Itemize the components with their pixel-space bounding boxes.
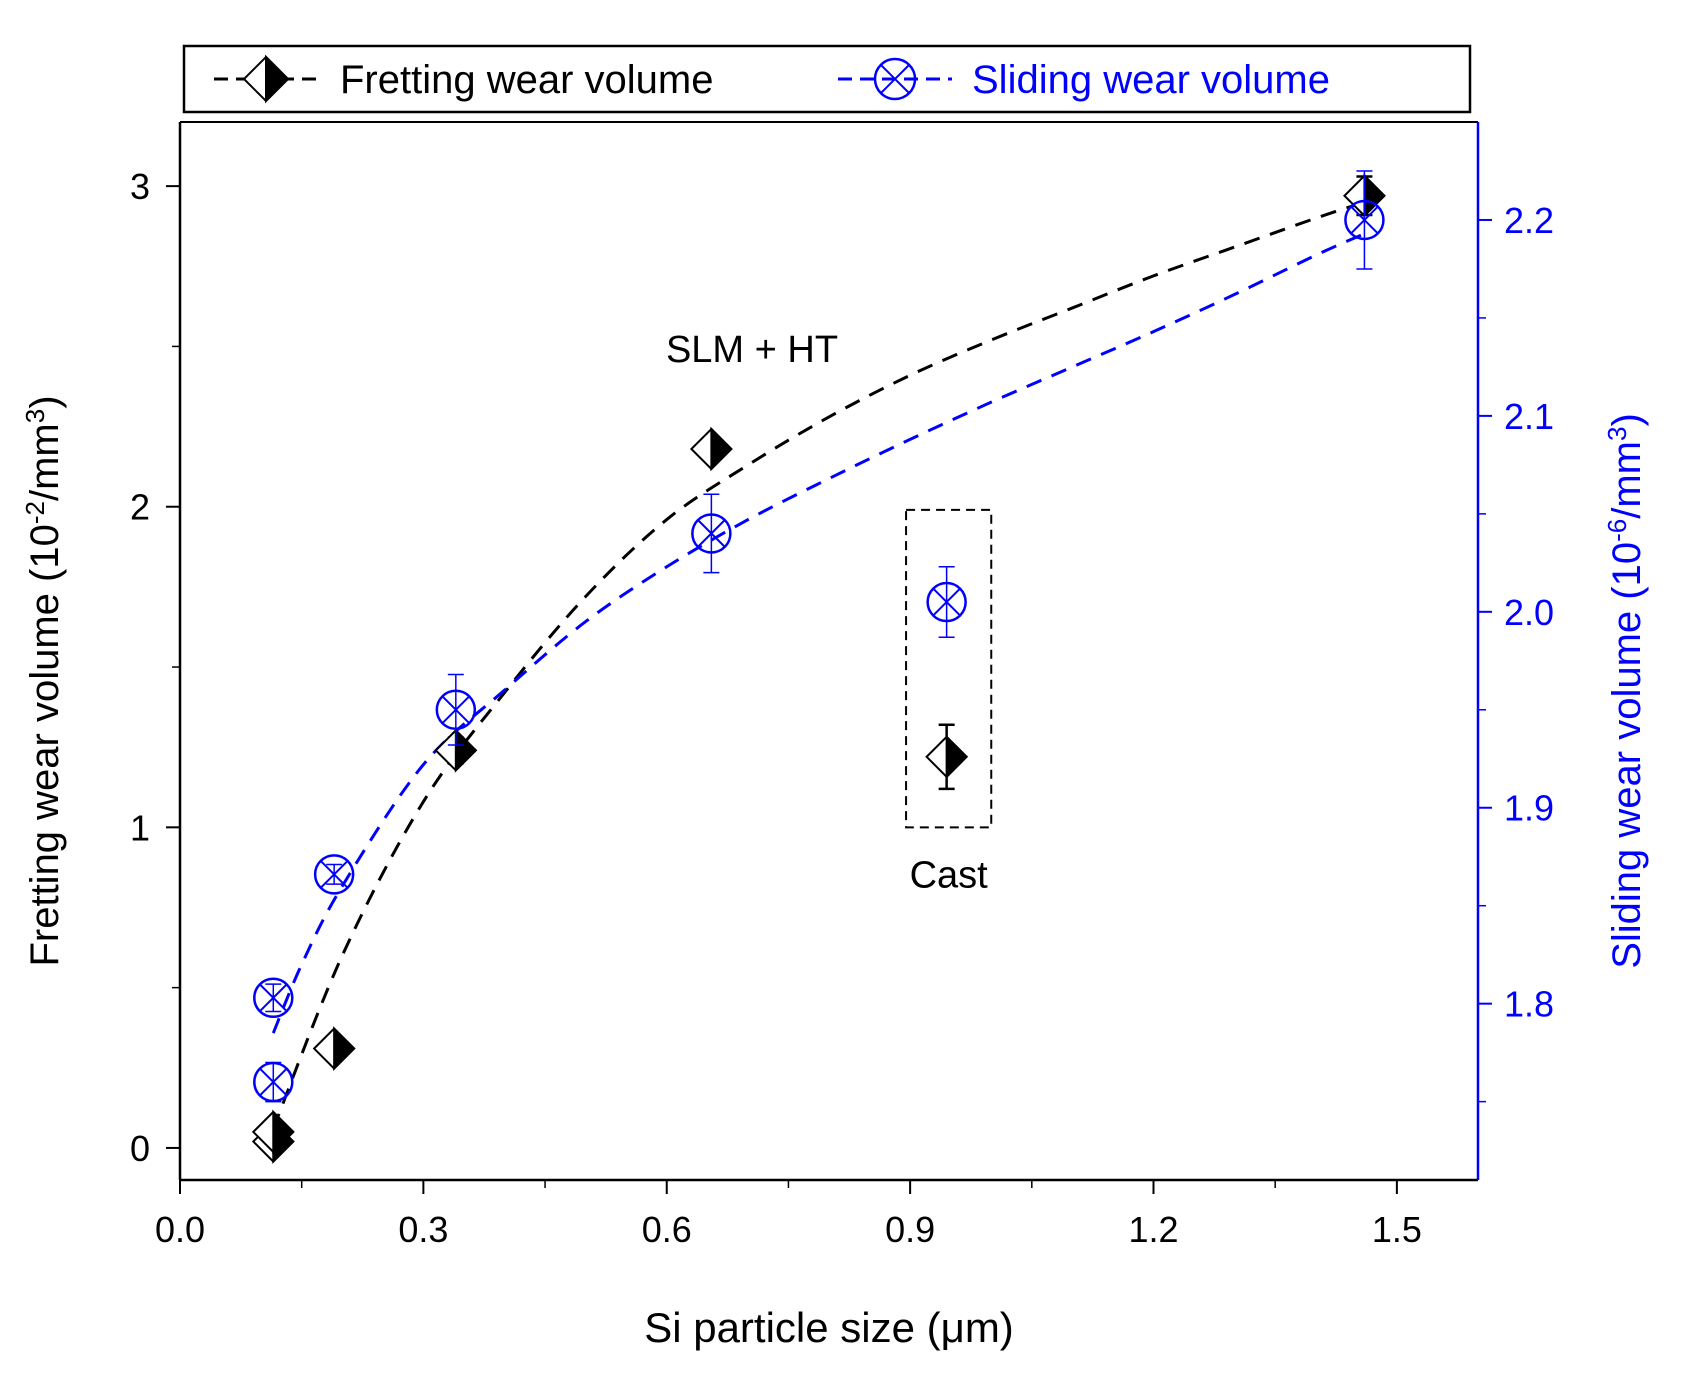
circle-outline — [253, 977, 294, 1019]
y-right-tick-label: 1.9 — [1504, 788, 1554, 829]
y-right-tick-label: 2.0 — [1504, 592, 1554, 633]
axes: 0.0 0.3 0.6 0.9 1.2 1.5 Si particle size (μm) 0… — [20, 166, 1649, 1351]
x-tick-label: 1.2 — [1128, 1209, 1178, 1250]
y-left-axis-title-part: -2 — [20, 501, 50, 524]
circle-outline — [1344, 199, 1385, 241]
y-left-tick-label: 1 — [130, 807, 150, 848]
diamond-fill — [454, 727, 478, 773]
fretting-point — [925, 734, 969, 780]
legend-fretting-label: Fretting wear volume — [340, 58, 713, 102]
y-right-axis-title-part: /mm — [1605, 441, 1649, 519]
sliding-fit-curve — [271, 232, 1366, 1034]
annotation-cast: Cast — [910, 854, 989, 896]
sliding-point — [435, 689, 477, 731]
y-right-axis-title-part: ) — [1605, 413, 1649, 426]
diamond-fill — [710, 426, 733, 472]
circle-outline — [435, 689, 477, 731]
circle-cross — [319, 860, 349, 889]
y-left-axis-title-part: /mm — [23, 423, 67, 501]
circle-outline — [926, 581, 967, 623]
y-right-axis-title: Sliding wear volume (10-6/mm3) — [1602, 413, 1649, 969]
x-tick-label: 0.3 — [398, 1209, 448, 1250]
circle-cross — [932, 587, 961, 617]
legend-sliding-marker — [873, 57, 917, 101]
fretting-fit-curve — [271, 200, 1365, 1130]
diamond-fill — [272, 1109, 295, 1155]
y-left-axis-title-part: ) — [23, 395, 67, 408]
y-right-axis-title-part: -6 — [1602, 519, 1632, 542]
legend: Fretting wear volume Sliding wear volume — [182, 44, 1472, 114]
sliding-point — [1344, 199, 1385, 241]
legend-sliding-label: Sliding wear volume — [972, 58, 1330, 102]
diamond-fill — [265, 54, 290, 104]
circle-cross — [1350, 205, 1379, 235]
circle-outline — [691, 513, 732, 554]
sliding-point — [691, 513, 732, 554]
annotation-slm-ht: SLM + HT — [666, 329, 838, 371]
x-tick-label: 0.0 — [155, 1209, 205, 1250]
sliding-point — [313, 854, 355, 895]
legend-fretting-marker — [242, 54, 290, 104]
circle-cross — [697, 519, 726, 548]
y-left-tick-label: 0 — [130, 1128, 150, 1169]
circle-cross — [259, 983, 288, 1012]
y-left-axis-title-part: 3 — [20, 409, 50, 423]
y-right-tick-label: 2.2 — [1504, 200, 1554, 241]
y-right-tick-label: 1.8 — [1504, 984, 1554, 1025]
plot-frame — [178, 121, 1480, 1182]
circle-outline — [253, 1061, 294, 1103]
fretting-point — [251, 1109, 295, 1155]
x-tick-label: 0.9 — [885, 1209, 935, 1250]
circle-cross — [880, 64, 910, 94]
x-tick-label: 1.5 — [1372, 1209, 1422, 1250]
circle-outline — [873, 57, 917, 101]
fretting-point — [434, 727, 478, 773]
circle-cross — [259, 1067, 288, 1097]
diamond-fill — [333, 1026, 356, 1071]
sliding-point — [253, 1061, 294, 1103]
y-left-tick-label: 2 — [130, 487, 150, 528]
x-tick-label: 0.6 — [642, 1209, 692, 1250]
fretting-point — [689, 426, 733, 472]
cast-dashed-box — [905, 508, 993, 829]
y-left-axis-title-part: Fretting wear volume (10 — [23, 524, 67, 966]
diamond-fill — [945, 734, 969, 780]
annotations: SLM + HT Cast — [666, 329, 993, 896]
y-right-axis-title-part: Sliding wear volume (10 — [1605, 542, 1649, 969]
x-axis-title: Si particle size (μm) — [644, 1304, 1014, 1351]
circle-outline — [313, 854, 355, 895]
legend-box — [182, 44, 1472, 114]
fretting-point — [312, 1026, 356, 1071]
y-left-axis-title: Fretting wear volume (10-2/mm3) — [20, 395, 67, 966]
y-right-tick-label: 2.1 — [1504, 396, 1554, 437]
y-right-axis-title-part: 3 — [1602, 427, 1632, 441]
y-left-tick-label: 3 — [130, 166, 150, 207]
fit-curves — [271, 200, 1366, 1130]
sliding-point — [926, 581, 967, 623]
sliding-point — [253, 977, 294, 1019]
circle-cross — [441, 695, 470, 724]
data-markers — [251, 170, 1386, 1164]
